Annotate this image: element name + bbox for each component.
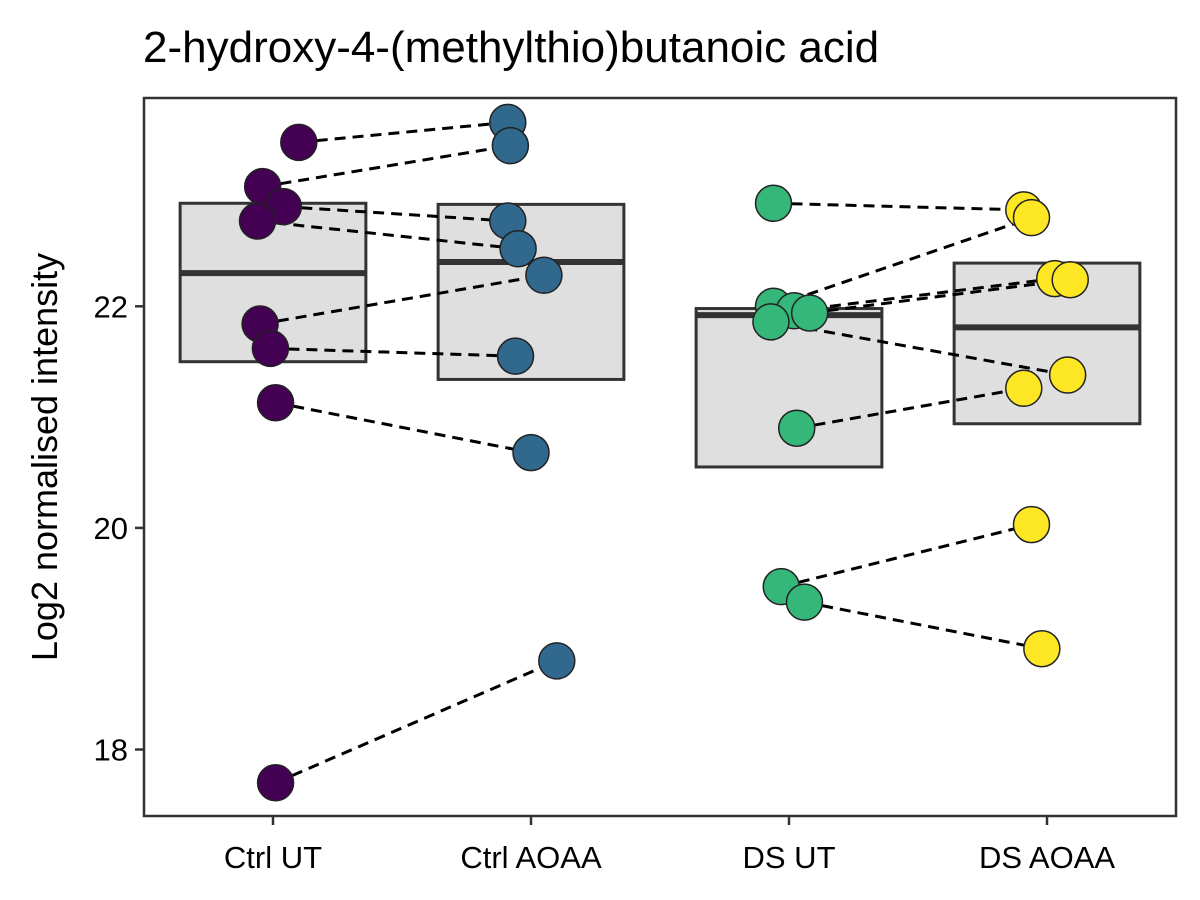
x-tick-label: DS AOAA <box>979 840 1115 875</box>
pair-line <box>773 216 1033 308</box>
pair-line <box>257 219 519 251</box>
y-tick-label: 18 <box>94 733 128 768</box>
data-point <box>256 383 295 422</box>
data-point <box>1005 369 1043 408</box>
data-point <box>499 229 537 268</box>
pair-lines-layer <box>257 120 1071 785</box>
pair-line <box>259 273 545 326</box>
y-axis-label: Log2 normalised intensity <box>24 253 65 661</box>
data-point <box>1051 260 1089 299</box>
boxes-layer <box>178 201 1142 469</box>
pair-line <box>809 278 1071 315</box>
pair-line <box>283 205 508 223</box>
x-tick-label: Ctrl AOAA <box>460 840 602 875</box>
pair-line <box>262 144 511 189</box>
pair-line <box>275 401 532 455</box>
data-point <box>512 433 550 472</box>
box <box>952 261 1142 426</box>
data-point <box>1023 629 1061 668</box>
data-point <box>525 256 563 295</box>
pair-line <box>274 659 558 785</box>
data-point <box>790 294 829 332</box>
pair-line <box>770 320 1068 377</box>
data-point <box>251 329 290 368</box>
data-point <box>538 642 576 680</box>
pair-line <box>793 277 1055 313</box>
chart-title: 2-hydroxy-4-(methylthio)butanoic acid <box>143 23 879 72</box>
pair-line <box>804 600 1043 651</box>
data-point <box>1048 356 1087 394</box>
data-point <box>496 337 535 375</box>
pair-line <box>773 201 1024 212</box>
pair-line <box>298 120 508 144</box>
points-layer <box>238 103 1089 802</box>
x-tick-label: Ctrl UT <box>224 840 322 875</box>
pair-line <box>270 346 516 358</box>
axes-layer: 18 20 22 Ctrl UT Ctrl AOAA DS UT DS AOAA <box>94 289 1116 875</box>
data-point <box>754 184 793 223</box>
pair-line <box>796 386 1025 430</box>
data-point <box>256 764 295 802</box>
pair-line <box>780 523 1032 589</box>
y-tick-label: 20 <box>94 511 128 546</box>
data-point <box>752 303 790 341</box>
data-point <box>238 202 277 240</box>
plot-panel-border <box>142 96 1178 818</box>
data-point <box>785 583 824 621</box>
data-point <box>1012 198 1051 237</box>
data-point <box>491 126 530 165</box>
data-point <box>777 409 816 447</box>
x-tick-label: DS UT <box>743 840 836 875</box>
data-point <box>280 123 318 162</box>
y-tick-label: 22 <box>94 289 128 324</box>
data-point <box>1012 505 1051 544</box>
